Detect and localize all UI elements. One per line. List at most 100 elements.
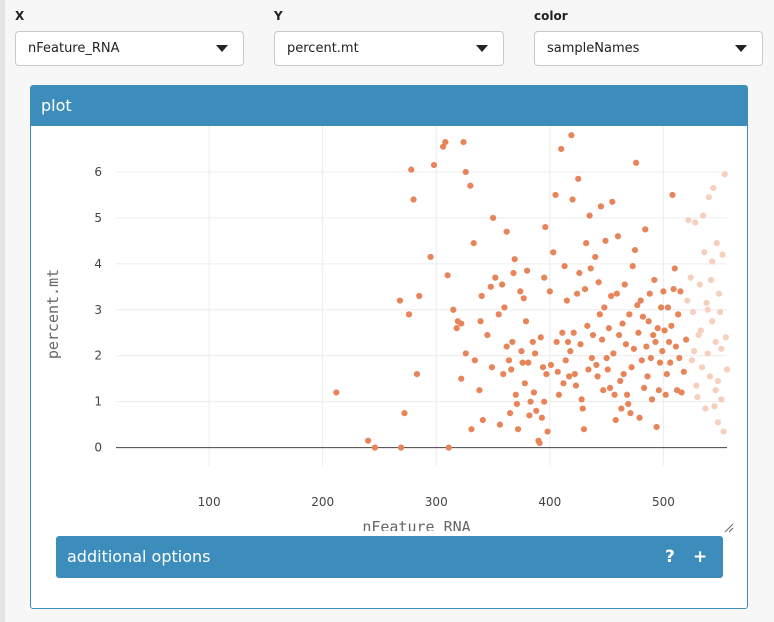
data-point (524, 267, 531, 274)
data-point (671, 265, 678, 272)
data-point (564, 338, 572, 346)
data-point (547, 361, 555, 369)
data-point-faded (714, 419, 722, 426)
plot-card-header: plot (31, 86, 747, 126)
data-point (658, 304, 665, 311)
color-label: color (534, 9, 568, 23)
data-point (594, 373, 601, 380)
data-point (568, 132, 575, 139)
data-point (430, 161, 438, 169)
data-point (562, 357, 569, 364)
data-point-faded (698, 364, 706, 371)
data-point (593, 361, 600, 369)
data-point-faded (704, 306, 711, 313)
data-point (333, 389, 340, 396)
resize-handle-icon[interactable] (724, 523, 734, 533)
color-select[interactable]: sampleNames (534, 31, 763, 66)
data-point (467, 182, 474, 189)
data-point (508, 366, 515, 373)
data-point (665, 338, 673, 346)
plus-icon[interactable]: + (693, 547, 708, 567)
data-point (587, 265, 594, 272)
data-point (416, 292, 423, 300)
data-point-faded (706, 373, 714, 380)
data-point-faded (718, 345, 725, 352)
data-point (601, 304, 608, 311)
data-point (510, 269, 517, 277)
data-point (670, 286, 677, 293)
data-point-faded (701, 249, 708, 256)
data-point (630, 345, 637, 352)
data-point-faded (692, 219, 699, 226)
data-point (470, 240, 477, 247)
y-tick-label: 6 (94, 165, 102, 179)
data-point (584, 322, 591, 329)
data-point (654, 325, 661, 332)
data-point-faded (687, 274, 694, 281)
data-point (652, 338, 659, 346)
data-point (554, 368, 561, 375)
x-tick-labels: 100 200 300 400 500 (198, 495, 675, 509)
data-point-faded (717, 308, 724, 316)
data-point (410, 196, 417, 203)
data-point-faded (703, 299, 710, 306)
data-point (655, 387, 662, 394)
data-point (638, 357, 645, 364)
scatter-plot[interactable]: 0 1 2 3 4 5 6 100 200 300 400 500 nFeature_RNA per… (31, 126, 747, 531)
data-point (651, 276, 658, 284)
y-tick-label: 0 (94, 441, 102, 455)
y-tick-labels: 0 1 2 3 4 5 6 (94, 165, 102, 455)
x-tick-label: 100 (198, 495, 221, 509)
data-point (592, 253, 599, 261)
data-point (537, 334, 544, 341)
y-tick-label: 5 (94, 211, 102, 225)
data-point (397, 444, 405, 451)
data-point (677, 288, 684, 295)
data-point (663, 371, 670, 378)
data-point (621, 281, 628, 288)
data-point-faded (722, 334, 729, 341)
data-point (401, 410, 408, 417)
data-point-faded (713, 240, 720, 247)
data-point-faded (712, 387, 719, 394)
data-point (439, 143, 447, 150)
data-point (413, 371, 421, 378)
y-tick-label: 4 (94, 257, 102, 271)
data-point (489, 214, 497, 221)
data-point (578, 396, 585, 403)
data-point (479, 416, 486, 424)
data-point (478, 292, 485, 300)
data-point-faded (709, 318, 716, 325)
data-point (501, 304, 508, 311)
data-point-faded (702, 405, 709, 412)
data-point (517, 288, 524, 295)
help-icon[interactable]: ? (665, 547, 675, 567)
additional-options-bar[interactable]: additional options ? + (56, 536, 723, 578)
data-point (566, 373, 573, 380)
data-point (628, 364, 635, 371)
data-point (659, 348, 666, 355)
data-point (567, 348, 574, 355)
chevron-down-icon (735, 45, 747, 52)
data-point (505, 357, 513, 364)
data-point (598, 336, 606, 343)
data-point (613, 290, 620, 297)
data-point (453, 325, 460, 332)
data-point (603, 354, 610, 362)
data-point (450, 306, 457, 313)
color-select-value: sampleNames (547, 41, 640, 56)
data-point (487, 283, 494, 290)
data-point (442, 138, 449, 146)
data-point (589, 331, 597, 339)
y-select[interactable]: percent.mt (274, 31, 504, 66)
data-point (484, 331, 491, 339)
data-point-faded (711, 403, 718, 410)
data-point-faded (718, 396, 725, 403)
data-point (669, 191, 676, 199)
data-point (634, 302, 641, 309)
data-point (458, 375, 465, 382)
data-point (602, 237, 609, 244)
x-select[interactable]: nFeature_RNA (15, 31, 244, 66)
data-point (606, 384, 614, 391)
data-point (365, 437, 372, 444)
